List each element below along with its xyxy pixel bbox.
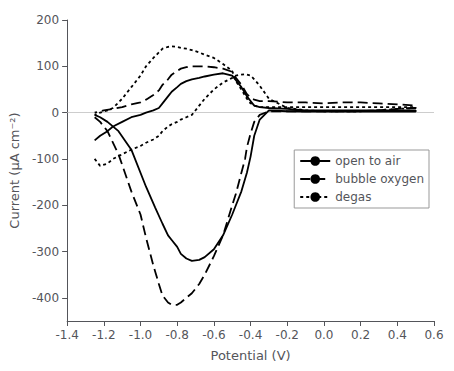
svg-text:0.4: 0.4 <box>388 328 407 342</box>
svg-text:-1.2: -1.2 <box>92 328 115 342</box>
svg-text:-0.2: -0.2 <box>276 328 299 342</box>
svg-text:open to air: open to air <box>335 154 400 168</box>
svg-text:-0.4: -0.4 <box>239 328 262 342</box>
svg-text:-400: -400 <box>32 291 59 305</box>
svg-text:degas: degas <box>335 190 371 204</box>
svg-text:-0.8: -0.8 <box>165 328 188 342</box>
svg-text:bubble oxygen: bubble oxygen <box>335 172 424 186</box>
svg-text:-300: -300 <box>32 245 59 259</box>
svg-text:0.0: 0.0 <box>314 328 333 342</box>
svg-text:0.2: 0.2 <box>351 328 370 342</box>
svg-text:Potential (V): Potential (V) <box>211 348 291 363</box>
svg-text:-0.6: -0.6 <box>202 328 225 342</box>
svg-text:100: 100 <box>36 59 59 73</box>
svg-text:0.6: 0.6 <box>424 328 443 342</box>
svg-text:0: 0 <box>51 106 59 120</box>
svg-text:-100: -100 <box>32 152 59 166</box>
svg-text:200: 200 <box>36 13 59 27</box>
svg-text:-200: -200 <box>32 198 59 212</box>
svg-text:-1.0: -1.0 <box>129 328 152 342</box>
svg-text:-1.4: -1.4 <box>55 328 78 342</box>
svg-text:Current (μA cm⁻²): Current (μA cm⁻²) <box>7 112 22 228</box>
